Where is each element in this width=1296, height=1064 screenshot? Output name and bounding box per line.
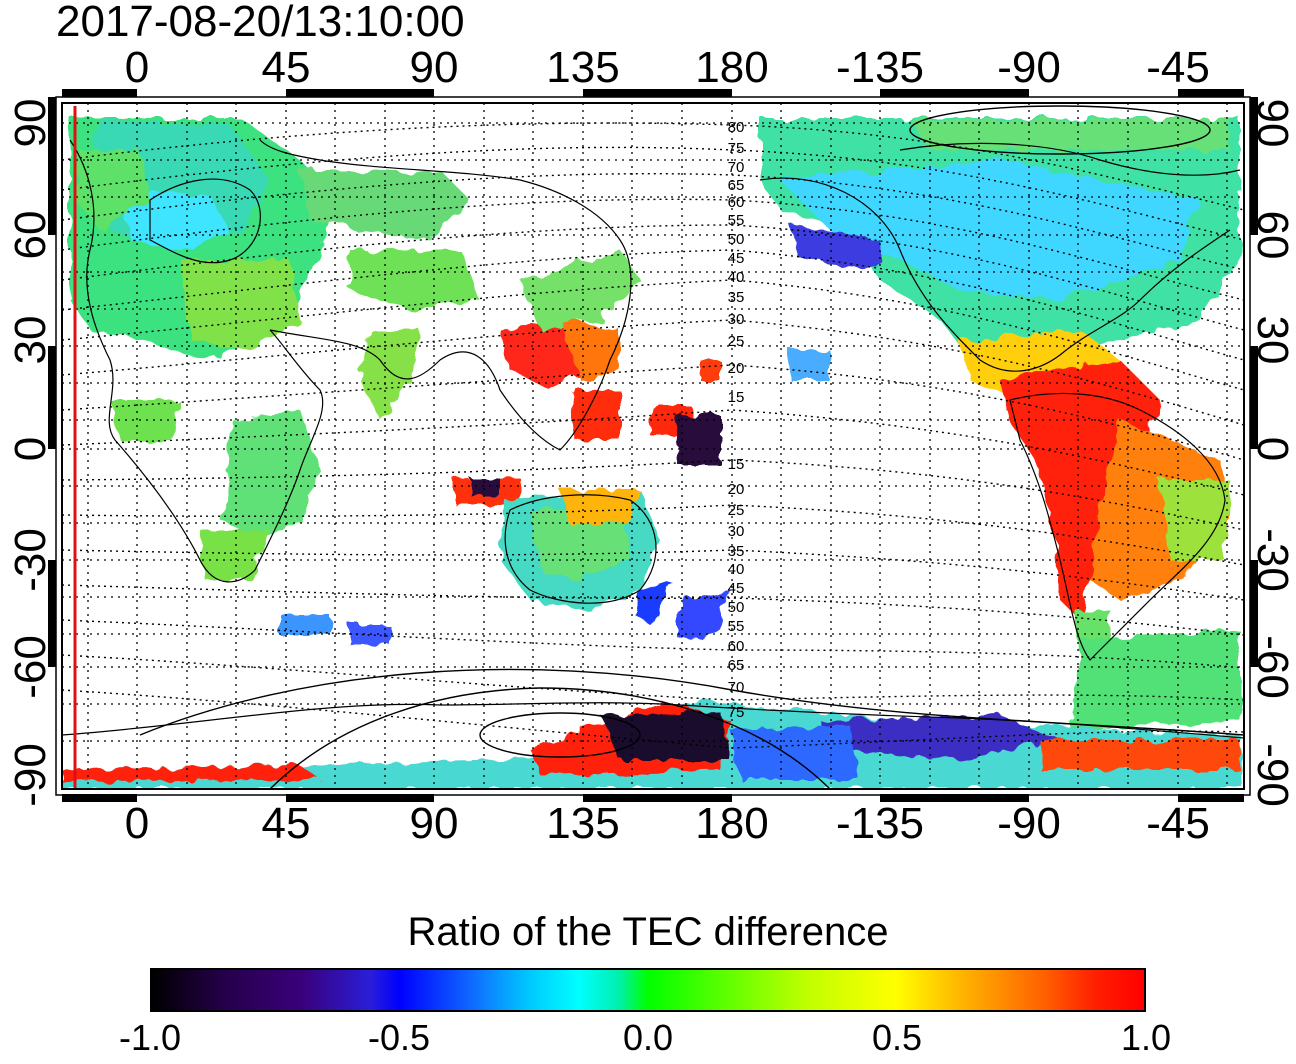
contour-label: 50: [728, 599, 745, 616]
colorbar-title: Ratio of the TEC difference: [407, 910, 889, 954]
bottom-lon-label: -90: [997, 799, 1061, 848]
bottom-lon-label: -45: [1146, 799, 1210, 848]
top-lon-label: 0: [124, 43, 150, 92]
colorbar-tick-label: 0.5: [871, 1017, 923, 1058]
contour-label: 30: [728, 311, 745, 328]
bottom-lon-label: 135: [546, 799, 620, 848]
bottom-lon-label: 180: [695, 799, 769, 848]
contour-label: 40: [728, 561, 745, 578]
top-lon-label: -135: [835, 43, 925, 92]
contour-label: 55: [728, 212, 745, 229]
magnetic-contours: [61, 122, 1245, 749]
contour-label: 45: [728, 250, 745, 267]
contour-label: 25: [728, 333, 745, 350]
contour-label: 60: [728, 194, 745, 211]
top-lon-label: 90: [409, 43, 459, 92]
map-frame: [61, 102, 1245, 790]
top-lon-label: 45: [261, 43, 311, 92]
contour-label: 35: [728, 543, 745, 560]
top-lon-label: 180: [695, 43, 769, 92]
contour-label: 50: [728, 231, 745, 248]
contour-label: 30: [728, 523, 745, 540]
bottom-lon-label: 0: [124, 799, 150, 848]
bottom-lon-label: 45: [261, 799, 311, 848]
bottom-lon-label: 90: [409, 799, 459, 848]
contour-label: 45: [728, 580, 745, 597]
contour-label: 15: [728, 456, 745, 473]
contour-label: 15: [728, 389, 745, 406]
contour-label: 80: [728, 119, 745, 136]
contour-label: 75: [728, 140, 745, 157]
frame-ticks: [48, 89, 1258, 802]
coastlines: [61, 139, 1245, 739]
contour-label: 20: [728, 360, 745, 377]
colorbar-tick-label: -0.5: [367, 1017, 431, 1058]
top-lon-label: 135: [546, 43, 620, 92]
contour-label: 70: [728, 679, 745, 696]
graticule: [62, 103, 1244, 789]
colorbar-tick-label: -1.0: [118, 1017, 182, 1058]
contour-label: 35: [728, 289, 745, 306]
contour-label: 65: [728, 177, 745, 194]
top-lon-label: -90: [997, 43, 1061, 92]
colorbar-tick-label: 0.0: [622, 1017, 674, 1058]
colorbar: [150, 968, 1146, 1012]
contour-label: 65: [728, 657, 745, 674]
colorbar-tick-label: 1.0: [1120, 1017, 1172, 1058]
contour-label: 60: [728, 638, 745, 655]
contour-label: 55: [728, 618, 745, 635]
contour-label: 75: [728, 704, 745, 721]
contour-label: 25: [728, 502, 745, 519]
contour-label: 70: [728, 159, 745, 176]
top-lon-label: -45: [1146, 43, 1210, 92]
bottom-lon-label: -135: [835, 799, 925, 848]
contour-label: 40: [728, 269, 745, 286]
contour-label: 20: [728, 481, 745, 498]
contour-label-group: 80 75 70 65 60 55 50 45 40 35 30 25 20 1…: [728, 119, 745, 721]
map-timestamp-title: 2017-08-20/13:10:00: [56, 0, 465, 46]
